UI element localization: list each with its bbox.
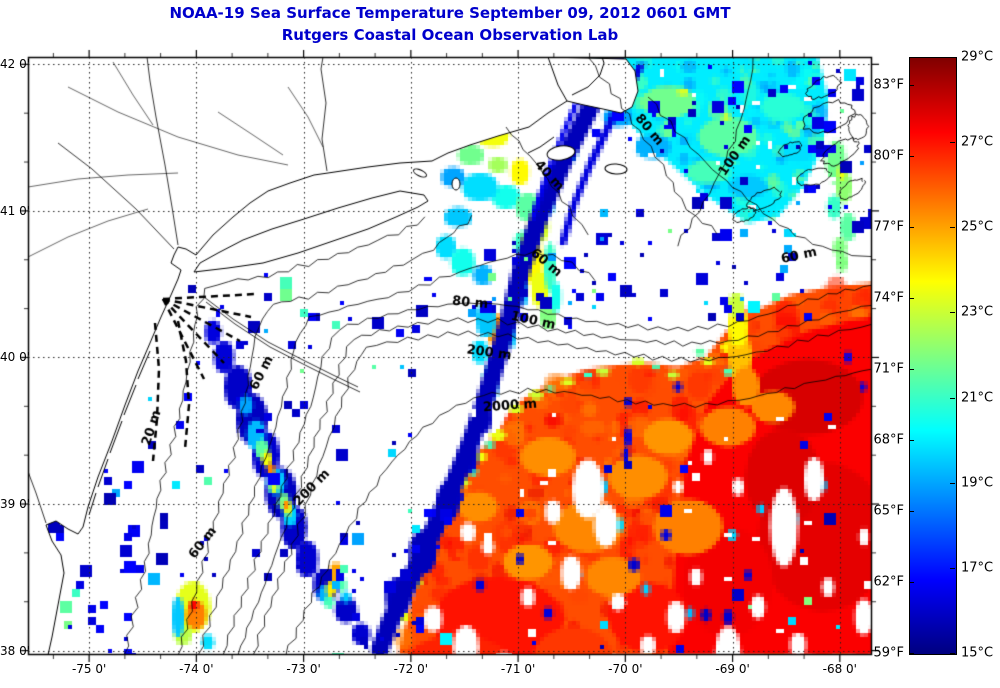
colorbar-tick [950, 227, 955, 228]
colorbar-tick [950, 483, 955, 484]
colorbar-tick [909, 156, 914, 157]
colorbar-tick [950, 57, 955, 58]
colorbar-fahrenheit-label: 68°F [873, 432, 904, 448]
y-tick-label: 38 0' [0, 643, 31, 658]
colorbar-celsius-label: 17°C [961, 560, 994, 576]
colorbar-celsius-label: 21°C [961, 390, 994, 406]
colorbar-fahrenheit-label: 74°F [873, 290, 904, 306]
colorbar-celsius-label: 25°C [961, 219, 994, 235]
colorbar-tick [950, 568, 955, 569]
x-tick-label: -75 0' [71, 662, 107, 676]
colorbar-celsius-label: 27°C [961, 134, 994, 150]
colorbar-fahrenheit-label: 71°F [873, 361, 904, 377]
colorbar-tick [950, 398, 955, 399]
colorbar-tick [909, 298, 914, 299]
x-tick-label: -69 0' [715, 662, 750, 676]
colorbar-fahrenheit-label: 59°F [873, 645, 904, 661]
temperature-colorbar [909, 57, 957, 655]
colorbar-fahrenheit-label: 80°F [873, 148, 904, 164]
page-title: NOAA-19 Sea Surface Temperature Septembe… [169, 4, 731, 22]
colorbar-celsius-label: 19°C [961, 475, 994, 491]
colorbar-tick [950, 312, 955, 313]
y-tick-label: 41 0' [0, 203, 31, 218]
colorbar-fahrenheit-label: 65°F [873, 503, 904, 519]
colorbar-fahrenheit-label: 77°F [873, 219, 904, 235]
y-tick-label: 39 0' [0, 497, 31, 512]
colorbar-celsius-label: 15°C [961, 645, 994, 661]
colorbar-tick [950, 653, 955, 654]
colorbar-tick [909, 85, 914, 86]
colorbar-tick [909, 440, 914, 441]
colorbar-tick [909, 369, 914, 370]
colorbar-tick [909, 653, 914, 654]
colorbar-fahrenheit-label: 83°F [873, 77, 904, 93]
y-tick-label: 42 0' [0, 57, 31, 72]
x-tick-label: -74 0' [179, 662, 214, 676]
page-subtitle: Rutgers Coastal Ocean Observation Lab [281, 26, 619, 44]
y-tick-label: 40 0' [0, 350, 31, 365]
x-tick-label: -71 0' [500, 662, 536, 676]
colorbar-fahrenheit-label: 62°F [873, 574, 904, 590]
colorbar-tick [909, 227, 914, 228]
x-tick-label: -73 0' [286, 662, 321, 676]
x-tick-label: -72 0' [393, 662, 429, 676]
colorbar-tick [950, 142, 955, 143]
x-tick-label: -68 0' [822, 662, 857, 676]
colorbar-tick [909, 582, 914, 583]
colorbar-celsius-label: 23°C [961, 304, 994, 320]
colorbar-tick [909, 511, 914, 512]
colorbar-celsius-label: 29°C [961, 49, 994, 65]
x-tick-label: -70 0' [608, 662, 643, 676]
